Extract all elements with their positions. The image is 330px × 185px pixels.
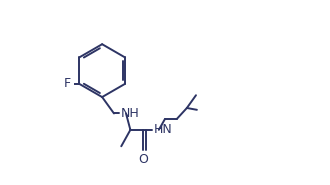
Text: HN: HN [154,123,173,136]
Text: NH: NH [121,107,140,120]
Text: F: F [64,77,71,90]
Text: O: O [138,153,148,166]
